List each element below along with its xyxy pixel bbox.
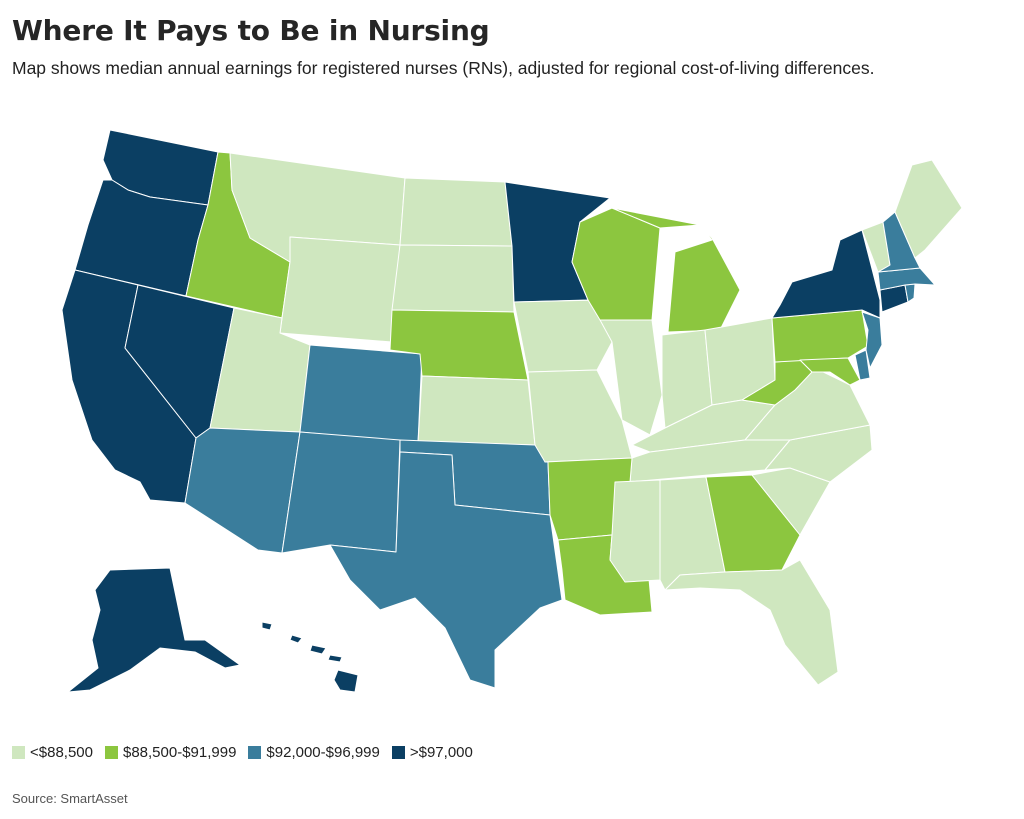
state-ME[interactable] [894,159,963,259]
state-IL[interactable] [599,319,663,436]
state-MD[interactable] [799,357,861,386]
state-TX[interactable] [329,451,563,689]
state-DE[interactable] [854,349,871,381]
state-IA[interactable] [513,299,613,373]
state-GA[interactable] [705,474,801,573]
legend-swatch-mid-high [248,746,262,759]
legend-label-high: >$97,000 [409,744,473,761]
legend-item-high: >$97,000 [391,744,473,761]
state-FL[interactable] [664,559,839,686]
state-MO[interactable] [527,369,633,463]
state-WI[interactable] [571,207,661,321]
source-note: Source: SmartAsset [12,791,128,806]
state-PA[interactable] [771,309,869,363]
state-CO[interactable] [299,344,423,444]
state-AZ[interactable] [184,427,301,554]
legend-swatch-high [391,746,405,759]
state-HI[interactable] [261,621,359,693]
us-state-map [61,129,963,693]
state-WY[interactable] [279,236,401,343]
state-SD[interactable] [391,244,515,313]
legend-item-mid-low: $88,500-$91,999 [104,744,237,761]
legend-label-mid-high: $92,000-$96,999 [266,744,380,761]
legend-swatch-low [12,746,25,759]
legend-swatch-mid-low [104,746,118,759]
state-ND[interactable] [399,177,513,247]
legend-label-mid-low: $88,500-$91,999 [122,744,237,761]
map-subtitle: Map shows median annual earnings for reg… [12,58,875,78]
state-MS[interactable] [609,479,661,583]
legend-item-low: <$88,500 [12,744,93,761]
map-title: Where It Pays to Be in Nursing [12,14,490,47]
state-NM[interactable] [281,431,401,554]
legend: <$88,500 $88,500-$91,999 $92,000-$96,999… [12,744,485,761]
state-KS[interactable] [417,375,536,446]
state-AK[interactable] [67,567,241,693]
legend-item-mid-high: $92,000-$96,999 [248,744,380,761]
legend-label-low: <$88,500 [30,744,93,761]
state-NY[interactable] [771,229,881,319]
